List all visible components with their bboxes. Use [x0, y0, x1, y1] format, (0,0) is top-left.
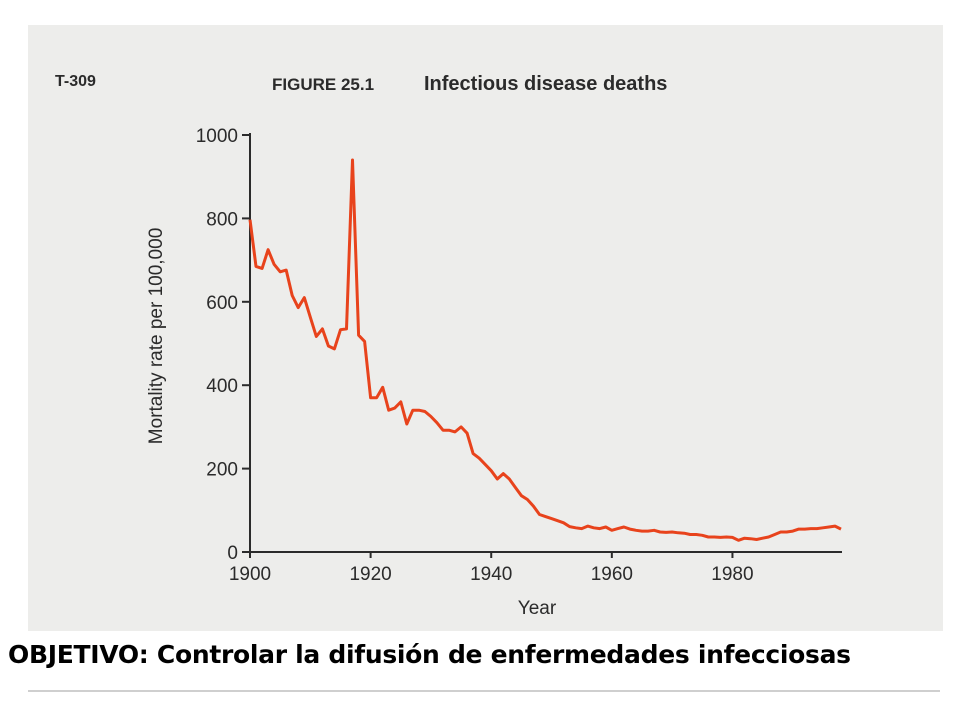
y-axis-ticks: 0 200 400 600 800 1000 [196, 126, 250, 564]
y-axis-label: Mortality rate per 100,000 [146, 228, 167, 445]
mortality-series-line [248, 158, 842, 542]
y-tick-label: 1000 [196, 126, 238, 147]
figure-code: T-309 [55, 73, 96, 90]
chart-title: Infectious disease deaths [424, 73, 667, 95]
series-group [248, 158, 842, 542]
y-tick-label: 800 [206, 209, 238, 230]
y-tick-label: 400 [206, 376, 238, 397]
x-tick-label: 1960 [591, 564, 633, 585]
y-tick-label: 0 [227, 543, 238, 564]
x-tick-label: 1920 [349, 564, 391, 585]
figure-number: FIGURE 25.1 [272, 75, 374, 94]
y-tick-label: 600 [206, 293, 238, 314]
x-tick-label: 1900 [229, 564, 271, 585]
x-axis-ticks: 1900 1920 1940 1960 1980 [229, 552, 754, 585]
x-tick-label: 1980 [711, 564, 753, 585]
objective-caption: OBJETIVO: Controlar la difusión de enfer… [8, 640, 851, 669]
x-tick-label: 1940 [470, 564, 512, 585]
bottom-divider [28, 690, 940, 692]
y-tick-label: 200 [206, 460, 238, 481]
x-axis-label: Year [518, 598, 557, 619]
